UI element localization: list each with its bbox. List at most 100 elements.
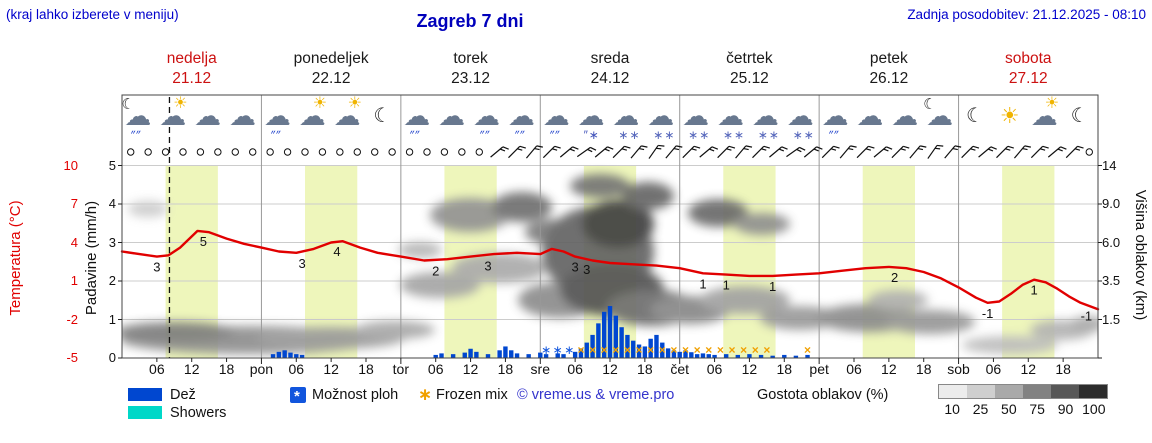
wind-barb-icon: [735, 145, 753, 159]
daytime-band: [305, 165, 358, 358]
precipitation-tick: 5: [108, 157, 116, 173]
frozen-mark: ×: [601, 343, 608, 357]
frozen-mark: ×: [705, 343, 712, 357]
calm-wind-icon: [475, 148, 483, 156]
x-axis-tick: 06: [985, 361, 1002, 377]
cloud-height-tick: 9.0: [1102, 196, 1121, 211]
temp-value-label: 1: [723, 278, 730, 293]
snow-icon: ☁ ∗∗: [786, 101, 815, 142]
x-axis-tick: sre: [530, 361, 550, 377]
precip-bar: [590, 334, 595, 358]
precip-bar: [654, 334, 659, 358]
wind-barb-icon: [612, 145, 631, 159]
calm-wind-icon: [353, 148, 361, 156]
sunny-icon: ☀: [999, 103, 1020, 128]
temperature-tick: 1: [70, 273, 78, 288]
day-name: ponedeljek: [293, 50, 369, 67]
night-rain-icon: ☾ ☁ ″″: [121, 96, 152, 142]
precip-bar: [299, 354, 305, 358]
wind-barb-icon: [594, 146, 614, 158]
cloudy-icon: ☁: [194, 101, 222, 131]
wind-barb-icon: [839, 145, 857, 159]
temperature-tick: -2: [66, 311, 78, 327]
temperature-tick: 4: [70, 234, 78, 250]
frozen-mark: ×: [589, 343, 596, 357]
temp-value-label: -1: [982, 306, 994, 321]
precip-bar: [648, 338, 653, 358]
showers-legend-label: Showers: [170, 405, 227, 421]
calm-wind-icon: [249, 148, 257, 156]
chance-legend-label: Možnost ploh: [312, 387, 399, 403]
cloud-height-tick: 14: [1102, 157, 1117, 173]
wind-barb-icon: [821, 145, 840, 159]
wind-barb-icon: [927, 144, 944, 159]
partly-sunny-icon: ☀ ☁: [1030, 95, 1060, 131]
x-axis-tick: 06: [567, 361, 583, 377]
precip-bar: [439, 353, 444, 358]
rain-icon: ☁ ″″: [542, 101, 570, 143]
precip-bar: [572, 351, 578, 358]
precip-bar: [706, 354, 711, 358]
day-date: 26.12: [869, 70, 909, 87]
wind-barb-icon: [542, 145, 561, 159]
frozen-mark: ×: [647, 343, 654, 357]
precip-bar: [607, 306, 613, 358]
wind-barb-icon: [978, 146, 997, 158]
x-axis-tick: 12: [1020, 361, 1037, 377]
day-date: 21.12: [172, 70, 212, 87]
temperature-line: [120, 229, 1100, 311]
copyright-link[interactable]: © vreme.us & vreme.pro: [517, 387, 675, 403]
night-icon: ☾: [966, 105, 984, 127]
day-name: petek: [869, 50, 908, 67]
calm-wind-icon: [127, 148, 135, 156]
wind-barb-icon: [856, 145, 875, 159]
cloud-density-scale: [938, 384, 1108, 399]
precip-bar: [270, 354, 276, 358]
precip-bar: [770, 355, 775, 358]
precip-bar: [636, 344, 642, 358]
cloudy-icon: ☁: [438, 101, 466, 131]
frozen-mark: ×: [740, 343, 747, 357]
temp-value-label: 3: [572, 260, 579, 275]
calm-wind-icon: [301, 148, 309, 156]
wind-barb-icon: [873, 146, 893, 158]
frozen-legend-label: Frozen mix: [436, 387, 508, 403]
night-icon: ☾: [373, 105, 392, 127]
precip-bar: [677, 351, 682, 358]
day-date: 22.12: [311, 70, 351, 87]
precip-bar: [485, 354, 491, 358]
temp-value-label: 3: [153, 260, 160, 275]
frozen-mark: ×: [728, 343, 735, 357]
frozen-mark: ×: [763, 343, 770, 357]
snow-icon: ☁ ∗∗: [647, 101, 676, 142]
precip-bar: [514, 353, 520, 358]
precip-bar: [543, 354, 549, 358]
x-axis-tick: 18: [1055, 361, 1071, 377]
partly-sunny-icon: ☀ ☁: [298, 95, 328, 131]
precip-bar: [497, 350, 502, 358]
calm-wind-icon: [1085, 148, 1093, 156]
frozen-mark: ×: [636, 343, 643, 357]
density-tick: 25: [972, 401, 989, 417]
calm-wind-icon: [266, 148, 274, 156]
temp-value-label: 1: [1030, 283, 1037, 298]
calm-wind-icon: [336, 148, 344, 156]
calm-wind-icon: [144, 148, 152, 156]
partly-sunny-icon: ☀ ☁: [333, 95, 362, 131]
wind-barb-icon: [525, 145, 543, 159]
rain-legend-label: Dež: [170, 387, 196, 403]
temperature-tick: -5: [66, 350, 78, 365]
night-icon: ☾: [1070, 105, 1089, 127]
chance-mark: ∗: [564, 343, 574, 357]
rain-icon: ☁ ″″: [507, 101, 535, 143]
wind-barb-icon: [752, 145, 770, 159]
precip-bar: [462, 352, 467, 358]
precip-bar: [712, 354, 717, 358]
wind-barb-icon: [1030, 145, 1049, 159]
rain-icon: ☁ ″″: [821, 101, 849, 143]
precipitation-tick: 1: [108, 311, 116, 327]
day-name: četrtek: [726, 50, 773, 67]
x-axis-tick: 18: [358, 361, 374, 377]
cloud-height-tick: 1.5: [1102, 311, 1121, 327]
daytime-band: [723, 165, 776, 358]
